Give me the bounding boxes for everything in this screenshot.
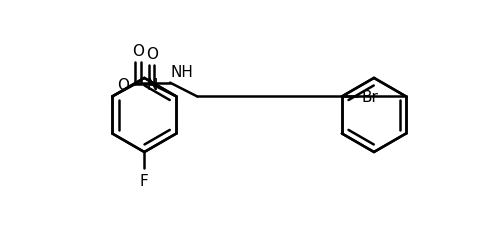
Text: Br: Br: [362, 90, 379, 104]
Text: F: F: [140, 173, 149, 188]
Text: NH: NH: [170, 65, 193, 80]
Text: O: O: [132, 44, 144, 59]
Text: N: N: [146, 77, 157, 92]
Text: O: O: [117, 77, 129, 92]
Text: O: O: [146, 47, 158, 62]
